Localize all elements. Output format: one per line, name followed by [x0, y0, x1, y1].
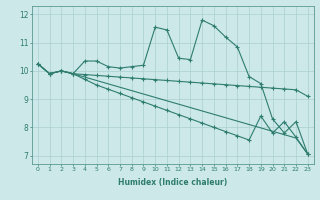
X-axis label: Humidex (Indice chaleur): Humidex (Indice chaleur) — [118, 178, 228, 187]
